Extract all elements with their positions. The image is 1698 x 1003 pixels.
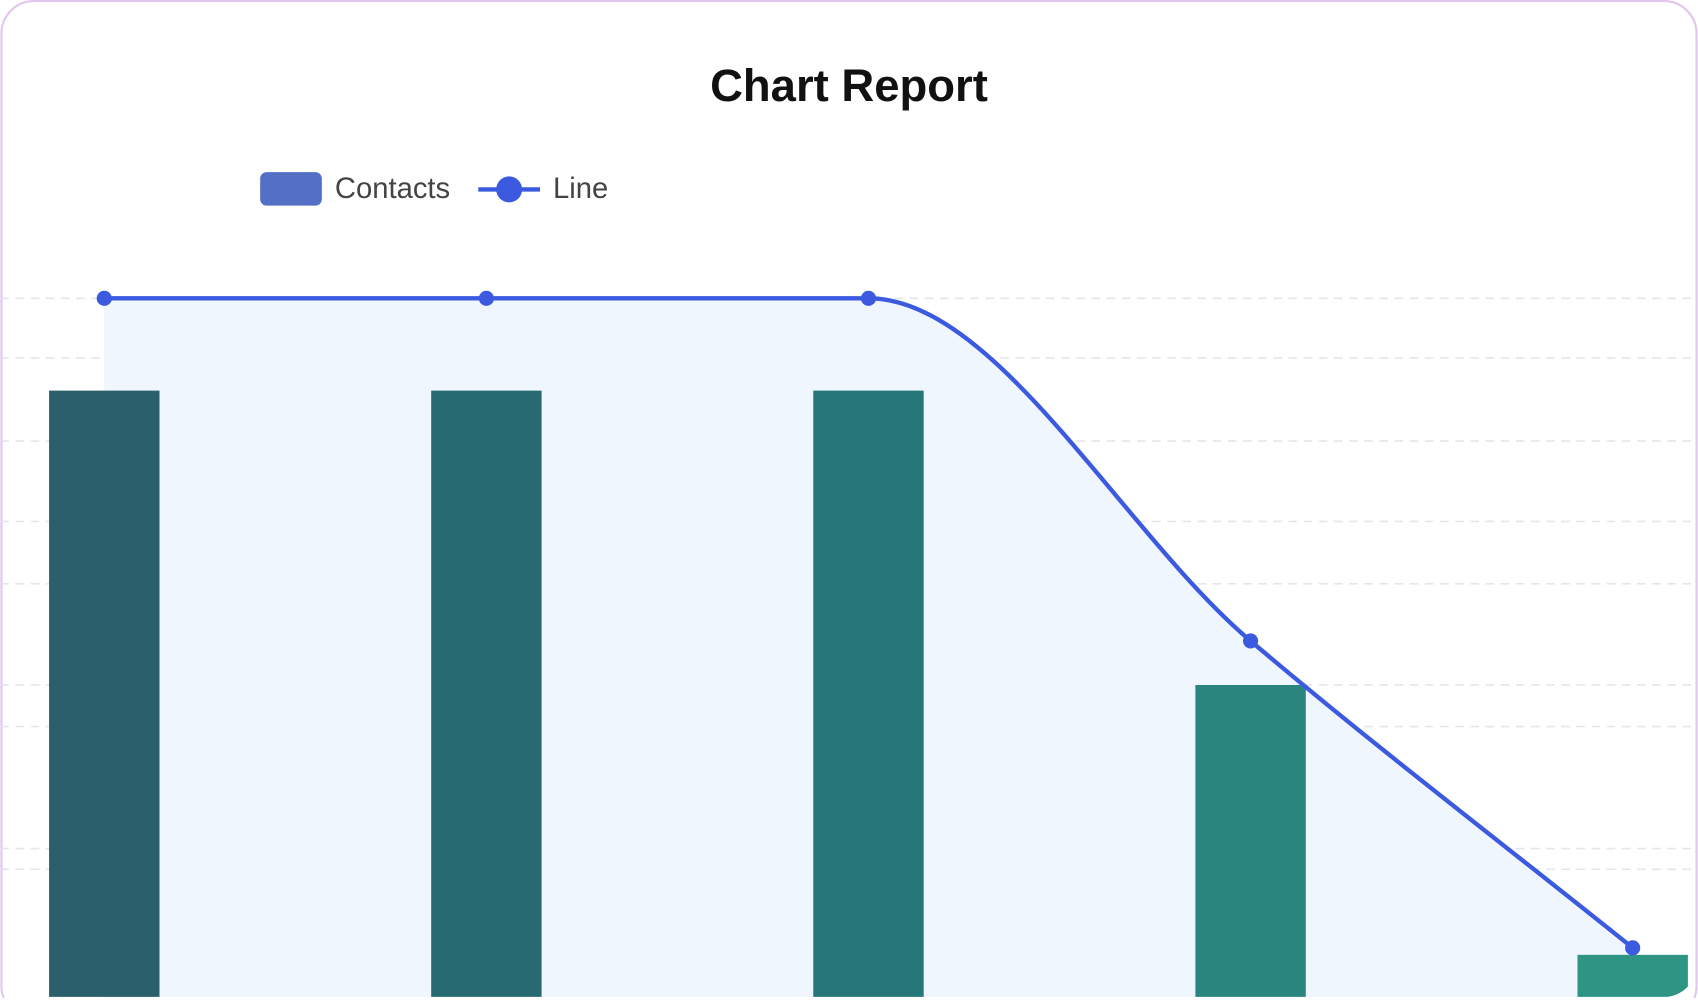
legend: Contacts Line xyxy=(260,172,608,206)
line-point xyxy=(1625,940,1641,956)
legend-label: Line xyxy=(553,173,608,205)
plot-area xyxy=(1,290,1697,997)
chart-title: Chart Report xyxy=(710,60,988,111)
line-point xyxy=(478,290,494,306)
line-point xyxy=(96,290,112,306)
legend-label: Contacts xyxy=(335,173,450,205)
line-point xyxy=(1243,633,1259,649)
bar xyxy=(1577,954,1688,997)
legend-item: Line xyxy=(478,173,608,205)
line xyxy=(104,296,1635,950)
bar-layer xyxy=(49,390,1688,997)
bar xyxy=(49,390,160,997)
bar xyxy=(1195,684,1306,997)
legend-item: Contacts xyxy=(260,172,450,206)
bar xyxy=(813,390,924,997)
bar xyxy=(431,390,542,997)
legend-swatch xyxy=(260,172,322,206)
legend-marker xyxy=(496,176,523,203)
line-point xyxy=(860,290,877,306)
line-layer xyxy=(96,290,1641,956)
